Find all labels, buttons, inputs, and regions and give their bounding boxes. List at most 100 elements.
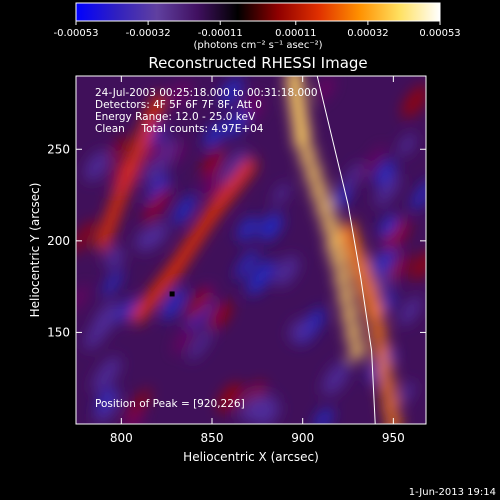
x-tick-label: 850 [201, 431, 224, 445]
heatmap-blob [135, 228, 157, 252]
solar-limb-line [316, 76, 376, 424]
heatmap-blob [92, 356, 121, 393]
peak-position-text: Position of Peak = [920,226] [95, 398, 245, 410]
colorbar-tick-label: 0.00032 [347, 28, 388, 39]
heatmap-blob [142, 187, 171, 224]
info-line-3: Energy Range: 12.0 - 25.0 keV [95, 111, 256, 123]
heatmap-blob [237, 216, 258, 242]
heatmap-blob [247, 259, 275, 296]
heatmap-ridge-blob [370, 322, 387, 343]
heatmap-blob [209, 301, 232, 330]
heatmap-blob [124, 388, 151, 424]
heatmap-blob [117, 296, 138, 323]
heatmap-blob [374, 159, 396, 187]
heatmap-blob [110, 135, 130, 161]
heatmap-blob [314, 407, 333, 424]
heatmap-blob [172, 194, 197, 226]
heatmap-blob [203, 121, 225, 149]
y-tick-label: 150 [47, 325, 70, 339]
heatmap-blob [201, 148, 225, 178]
heatmap-blobs [76, 76, 426, 424]
heatmap-blob [383, 218, 410, 251]
heatmap-ridge-blob [330, 249, 348, 270]
heatmap-blob [172, 324, 196, 355]
heatmap-blob [398, 133, 416, 156]
x-tick-label: 900 [291, 431, 314, 445]
heatmap-blob [373, 244, 398, 276]
x-tick-label: 800 [110, 431, 133, 445]
heatmap-blob [379, 214, 399, 239]
heatmap-blob [104, 246, 125, 269]
heatmap-ridge-blob [316, 197, 333, 218]
heatmap-ridge-blob [376, 358, 393, 380]
heatmap-blob [313, 76, 335, 103]
heatmap-ridge-blob [327, 230, 344, 251]
heatmap-blob [84, 150, 110, 182]
heatmap-blob [94, 391, 121, 424]
heatmap-blob [143, 140, 166, 166]
y-axis-label: Heliocentric Y (arcsec) [28, 183, 42, 318]
peak-marker [169, 291, 175, 297]
heatmap-blob [202, 172, 226, 199]
heatmap-blob [255, 393, 275, 418]
y-tick-label: 250 [47, 142, 70, 156]
colorbar-units-label: (photons cm⁻² s⁻¹ asec⁻²) [193, 40, 322, 51]
colorbar-tick-label: -0.00011 [198, 28, 243, 39]
heatmap-blob [398, 296, 422, 326]
heatmap-ridge-blob [310, 180, 328, 201]
x-axis-ticks: 800 850 900 950 [110, 76, 405, 445]
x-axis-label: Heliocentric X (arcsec) [183, 450, 319, 464]
info-line-2: Detectors: 4F 5F 6F 7F 8F, Att 0 [95, 99, 262, 111]
heatmap-blob [273, 255, 299, 287]
colorbar-tick-label: 0.00053 [419, 28, 460, 39]
heatmap-blob [76, 220, 96, 255]
colorbar-ticks: -0.00053 -0.00032 -0.00011 0.00011 0.00032 0.… [54, 21, 461, 39]
heatmap-blob [84, 319, 108, 350]
colorbar-tick-label: -0.00053 [54, 28, 99, 39]
heatmap-ridge-blob [382, 395, 399, 416]
heatmap-blob [389, 253, 411, 282]
heatmap-blob [219, 148, 249, 186]
heatmap-ridge-blob [321, 213, 339, 235]
heatmap-ridge-blob [348, 340, 366, 361]
heatmap-blob [160, 287, 187, 321]
heatmap-ridge-blob [341, 303, 359, 325]
chart-title: Reconstructed RHESSI Image [148, 54, 367, 72]
heatmap-blob [235, 249, 258, 280]
heatmap-blob [102, 269, 123, 297]
heatmap-blob [217, 382, 243, 413]
heatmap-blob [341, 162, 364, 193]
heatmap-ridge-blob [379, 377, 396, 398]
heatmap-blob [170, 81, 191, 106]
plot-frame [75, 75, 427, 425]
heatmap-background [76, 76, 426, 424]
heatmap-ridge-blob [285, 76, 302, 87]
heatmap-blob [185, 286, 213, 321]
x-tick-label: 950 [382, 431, 405, 445]
heatmap-ridge-blob [305, 163, 322, 184]
heatmap-ridge-blob [345, 322, 362, 343]
heatmap-ridge-blob [334, 267, 351, 288]
y-axis-ticks: 150 200 250 [47, 142, 426, 339]
heatmap-ridge-blob [338, 285, 355, 306]
heatmap-blob [272, 183, 290, 205]
heatmap-blob [148, 124, 165, 146]
heatmap-blob [375, 173, 401, 207]
heatmap-blob [258, 212, 283, 241]
heatmap-ridge-blob [385, 413, 402, 424]
colorbar-tick-label: -0.00032 [126, 28, 171, 39]
heatmap-blob [188, 327, 213, 361]
info-line-4: Clean Total counts: 4.97E+04 [95, 123, 264, 135]
heatmap-blob [360, 145, 386, 181]
heatmap-blob [146, 175, 171, 206]
heatmap-ridge-blob [373, 340, 390, 361]
heatmap-blob [410, 249, 426, 281]
heatmap-blob [401, 84, 426, 119]
heatmap-blob [220, 77, 243, 106]
heatmap-blob [397, 381, 415, 404]
heatmap-blob [322, 361, 350, 396]
colorbar-gradient [75, 2, 441, 22]
info-line-1: 24-Jul-2003 00:25:18.000 to 00:31:18.000 [95, 87, 318, 99]
